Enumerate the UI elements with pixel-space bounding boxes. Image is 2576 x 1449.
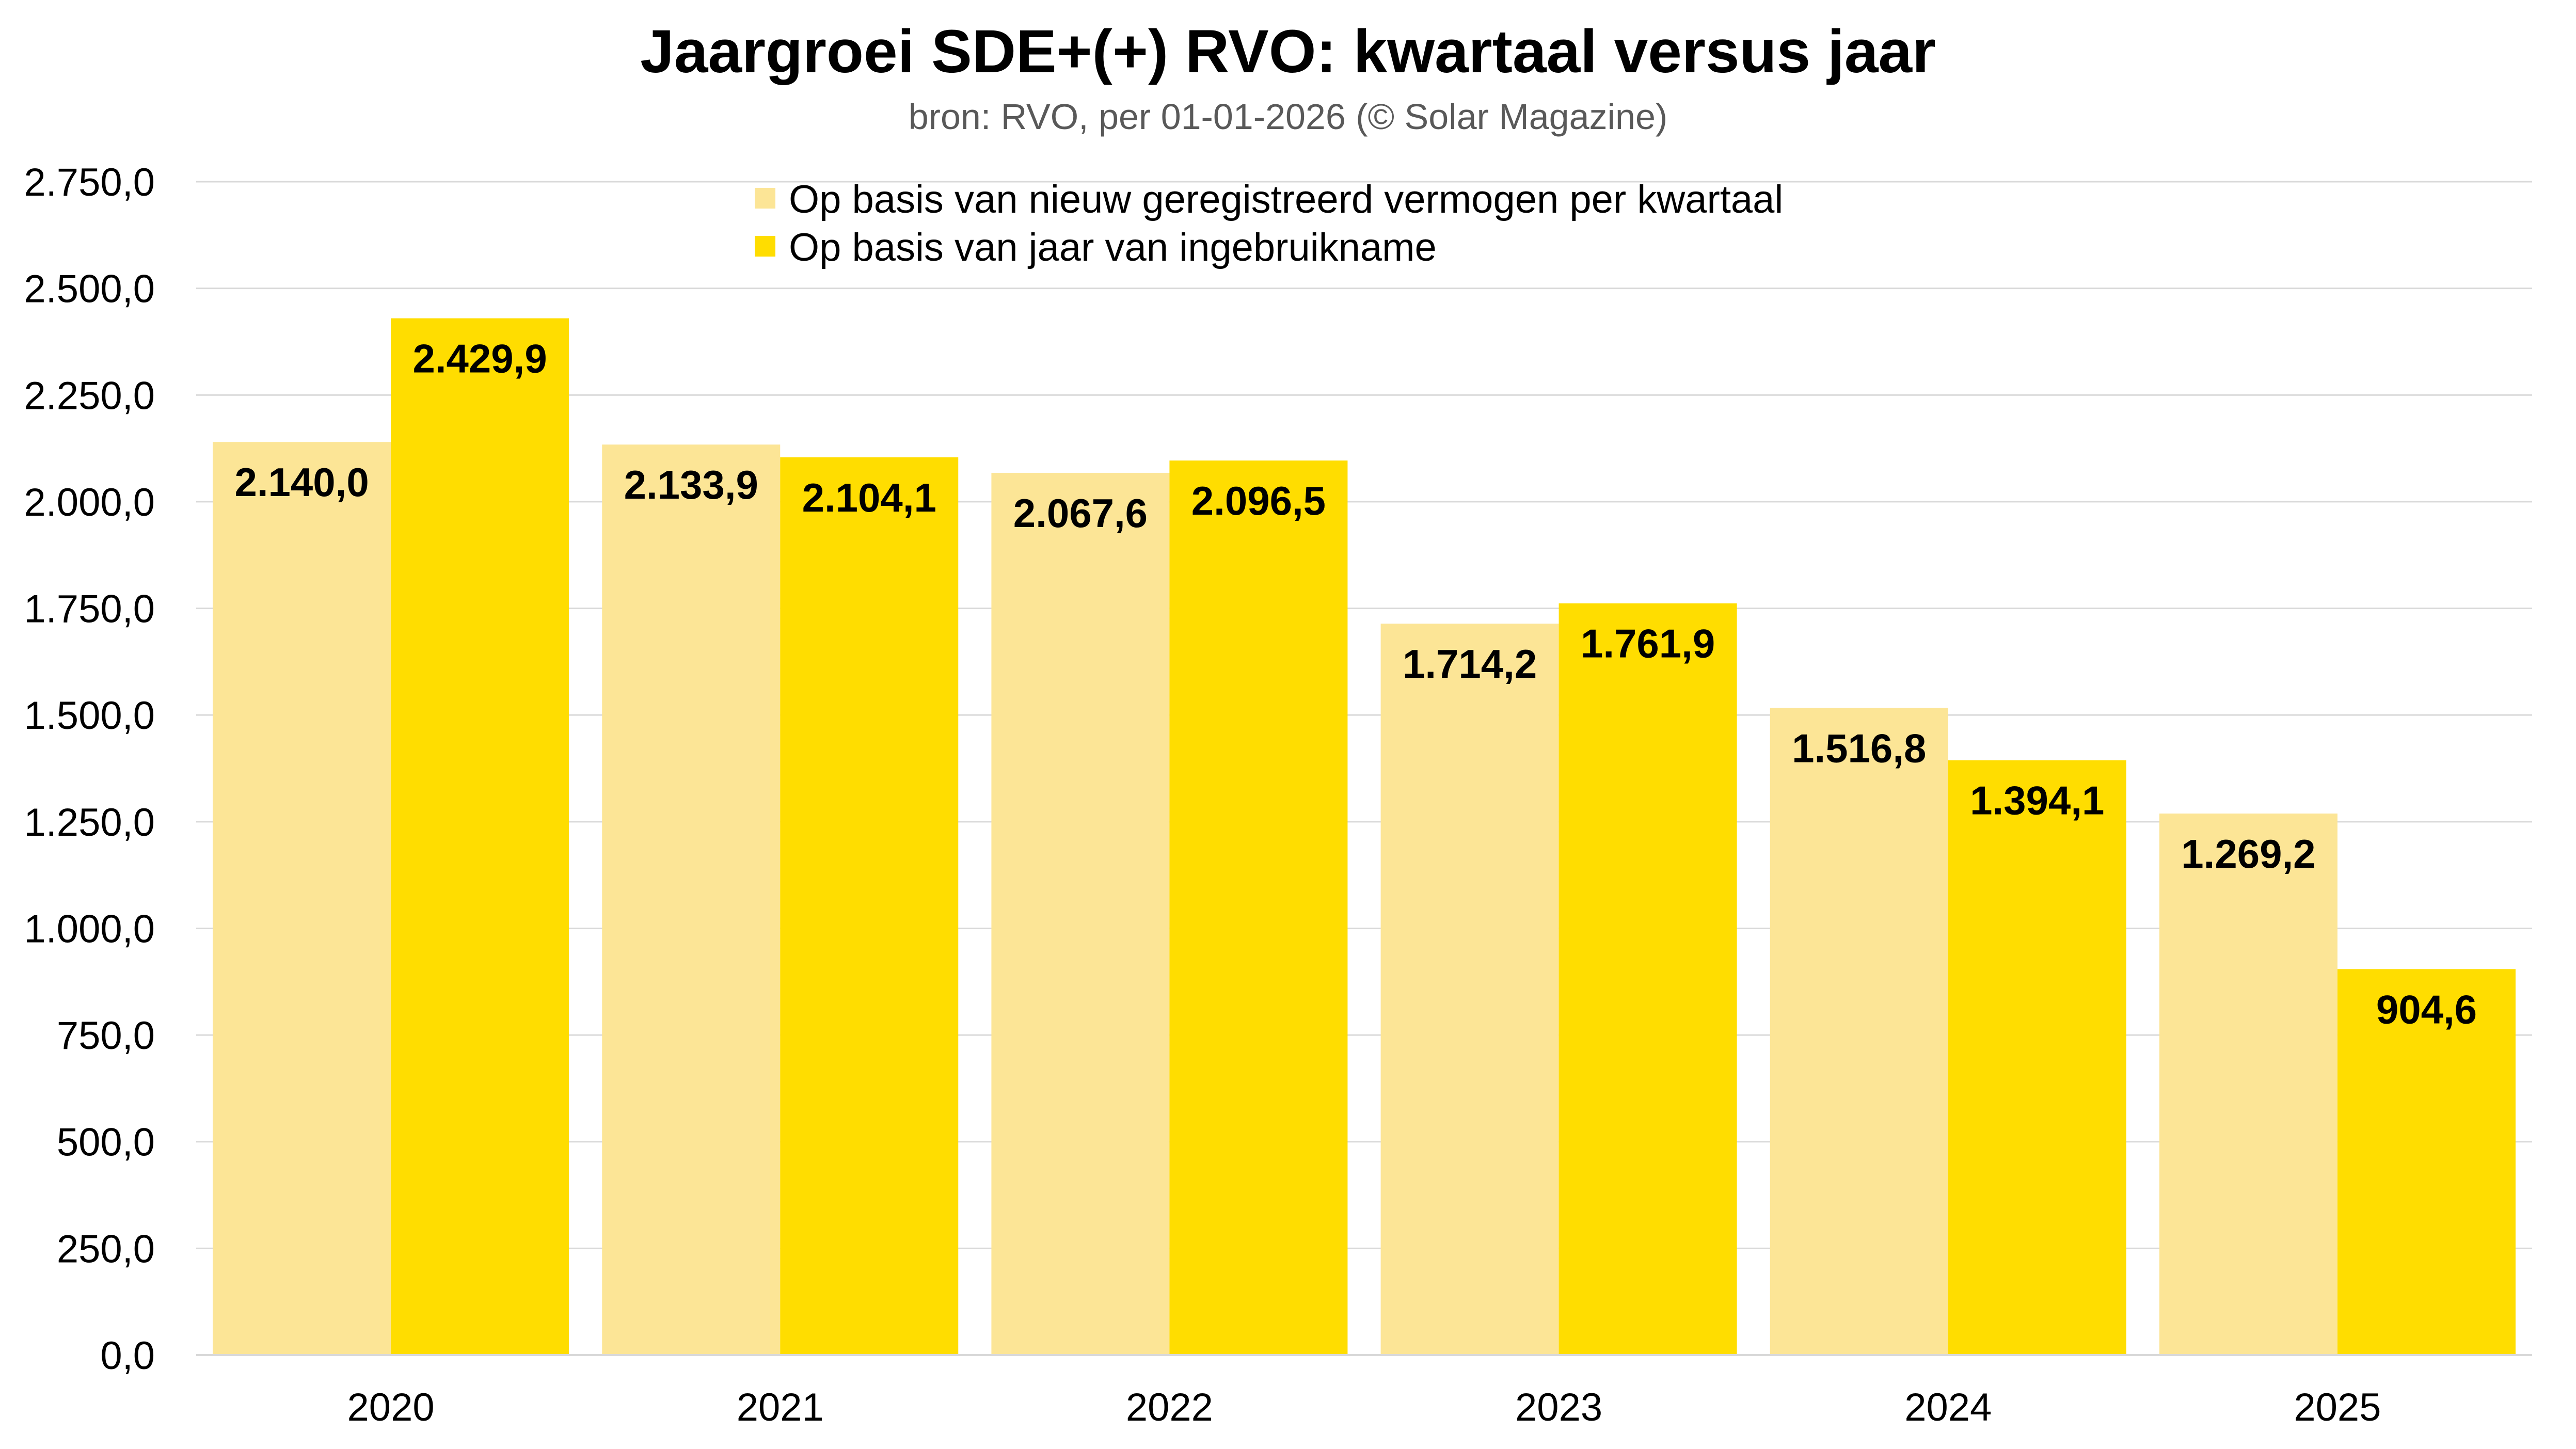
data-label: 1.516,8 <box>1792 725 1926 771</box>
x-tick-label: 2020 <box>347 1386 435 1429</box>
y-tick-label: 2.500,0 <box>24 267 155 311</box>
y-tick-label: 2.750,0 <box>24 161 155 204</box>
data-label: 1.761,9 <box>1581 621 1715 666</box>
data-labels: 2.140,0 2.429,9 2.133,9 2.104,1 2.067,6 2.096… <box>234 336 2477 1032</box>
bar-kwartaal-2022 <box>991 473 1170 1355</box>
bar-kwartaal-2024 <box>1770 708 1948 1355</box>
y-tick-label: 1.750,0 <box>24 587 155 631</box>
x-tick-label: 2024 <box>1904 1386 1992 1429</box>
chart-subtitle: bron: RVO, per 01-01-2026 (© Solar Magaz… <box>909 97 1667 137</box>
data-label: 2.104,1 <box>802 475 936 520</box>
data-label: 2.140,0 <box>234 459 369 505</box>
y-tick-label: 1.500,0 <box>24 694 155 738</box>
legend: Op basis van nieuw geregistreerd vermoge… <box>755 178 1783 269</box>
x-tick-label: 2025 <box>2294 1386 2381 1429</box>
data-label: 1.269,2 <box>2181 831 2315 877</box>
bar-kwartaal-2025 <box>2159 813 2338 1355</box>
y-axis: 0,0 250,0 500,0 750,0 1.000,0 1.250,0 1.500,0 1… <box>24 161 155 1378</box>
data-label: 2.133,9 <box>624 462 758 507</box>
bar-kwartaal-2023 <box>1380 624 1559 1355</box>
legend-swatch <box>755 236 775 257</box>
legend-label: Op basis van nieuw geregistreerd vermoge… <box>789 178 1783 221</box>
bar-jaar-2025 <box>2337 969 2516 1355</box>
legend-swatch <box>755 188 775 209</box>
data-label: 1.394,1 <box>1970 778 2104 823</box>
data-label: 904,6 <box>2376 986 2477 1032</box>
y-tick-label: 2.250,0 <box>24 374 155 418</box>
data-label: 2.096,5 <box>1191 478 1326 523</box>
data-label: 1.714,2 <box>1403 641 1537 687</box>
legend-label: Op basis van jaar van ingebruikname <box>789 226 1437 269</box>
data-label: 2.067,6 <box>1013 490 1148 536</box>
y-tick-label: 750,0 <box>57 1014 155 1058</box>
data-label: 2.429,9 <box>412 336 547 381</box>
bar-kwartaal-2020 <box>213 442 391 1355</box>
bar-jaar-2020 <box>391 318 569 1356</box>
y-tick-label: 1.000,0 <box>24 907 155 951</box>
bar-jaar-2021 <box>780 457 959 1355</box>
bar-jaar-2023 <box>1559 603 1737 1355</box>
x-tick-label: 2023 <box>1515 1386 1602 1429</box>
x-axis: 2020 2021 2022 2023 2024 2025 <box>347 1386 2381 1429</box>
y-tick-label: 500,0 <box>57 1121 155 1165</box>
bars <box>213 318 2516 1356</box>
y-tick-label: 1.250,0 <box>24 801 155 845</box>
bar-jaar-2024 <box>1948 760 2126 1355</box>
chart-title: Jaargroei SDE+(+) RVO: kwartaal versus j… <box>640 18 1936 86</box>
bar-jaar-2022 <box>1169 460 1348 1355</box>
gridlines <box>196 181 2532 1249</box>
x-tick-label: 2021 <box>737 1386 824 1429</box>
bar-kwartaal-2021 <box>602 444 781 1356</box>
y-tick-label: 250,0 <box>57 1227 155 1271</box>
y-tick-label: 0,0 <box>100 1334 155 1378</box>
x-tick-label: 2022 <box>1126 1386 1213 1429</box>
y-tick-label: 2.000,0 <box>24 481 155 524</box>
